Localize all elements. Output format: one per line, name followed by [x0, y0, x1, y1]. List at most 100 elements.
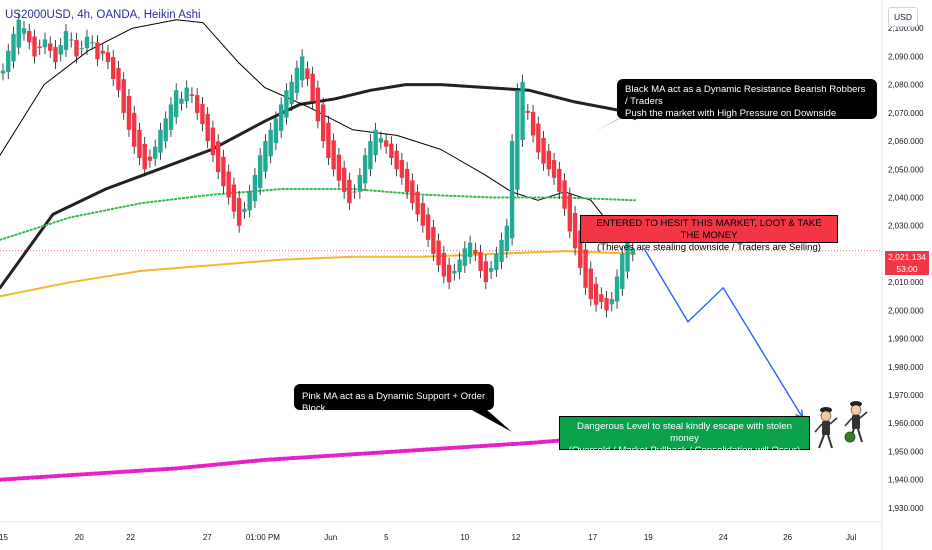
thief-hat — [820, 407, 832, 413]
bear-candle — [483, 261, 489, 283]
bear-candle — [473, 249, 478, 254]
last-price-value: 2,021.134 — [888, 252, 926, 262]
bear-candle — [425, 214, 431, 240]
thief-leg — [857, 428, 863, 443]
bear-candle — [410, 180, 415, 204]
bear-candle — [32, 36, 37, 57]
x-tick-label: 01:00 PM — [246, 533, 281, 542]
bear-candle — [567, 194, 573, 232]
thief-arm — [814, 423, 823, 433]
bear-candle — [604, 298, 609, 311]
bear-candle — [420, 203, 426, 226]
thief-hat — [850, 401, 862, 407]
x-tick-label: 10 — [460, 533, 469, 542]
x-tick-label: Jun — [324, 533, 337, 542]
bear-candle — [525, 110, 531, 113]
y-tick-label: 1,960.000 — [888, 419, 924, 428]
bear-candle — [200, 104, 205, 125]
bear-candle — [352, 191, 357, 193]
bear-candle — [53, 47, 58, 63]
bear-candle — [221, 156, 226, 187]
y-tick-label: 2,040.000 — [888, 194, 924, 203]
thief-figure-right — [844, 401, 868, 443]
bear-candle — [194, 95, 200, 113]
x-tick-label: 5 — [384, 533, 389, 542]
bull-candle — [515, 90, 520, 190]
bear-candle — [530, 111, 536, 136]
bull-candle — [268, 129, 273, 157]
bull-candle — [21, 28, 27, 34]
bear-candle — [331, 140, 336, 170]
x-tick-label: 17 — [588, 533, 597, 542]
bull-candle — [609, 299, 614, 305]
bear-candle — [399, 160, 405, 178]
thief-arm — [829, 417, 838, 425]
y-tick-label: 2,000.000 — [888, 306, 924, 315]
y-tick-label: 1,950.000 — [888, 447, 924, 456]
bull-candle — [152, 146, 158, 159]
target-note-line1: Dangerous Level to steal kindly escape w… — [577, 421, 792, 444]
bull-candle — [184, 87, 189, 102]
bull-candle — [368, 141, 373, 170]
bull-candle — [242, 208, 247, 212]
bear-candle — [562, 180, 567, 209]
projection-path — [470, 112, 804, 432]
y-tick-label: 1,930.000 — [888, 504, 924, 513]
bear-candle — [441, 252, 447, 277]
entry-note-line2: (Thieves are stealing downside / Traders… — [597, 242, 821, 253]
bull-candle — [16, 19, 21, 48]
bear-candle — [347, 179, 352, 204]
bear-candle — [205, 114, 210, 142]
thief-arm — [859, 411, 868, 419]
bear-candle — [541, 138, 546, 164]
bear-candle — [446, 264, 452, 283]
y-tick-label: 2,080.000 — [888, 81, 924, 90]
pink-ma-line — [0, 435, 602, 482]
y-tick-label: 2,100.000 — [888, 24, 924, 33]
bull-candle — [630, 248, 635, 255]
target-note-line2: (Oversold / Market Pullback / Consolidat… — [568, 445, 801, 456]
bull-candle — [252, 174, 258, 202]
bear-candle — [37, 46, 42, 48]
bull-candle — [494, 253, 499, 270]
y-tick-label: 2,010.000 — [888, 278, 924, 287]
black-ma-note-line2: Push the market with High Pressure on Do… — [625, 108, 837, 119]
symbol-title[interactable]: US2000USD, 4h, OANDA, Heikin Ashi — [5, 9, 201, 21]
bear-candle — [147, 156, 153, 161]
bull-candle — [357, 174, 363, 192]
y-tick-label: 2,070.000 — [888, 109, 924, 118]
bull-candle — [168, 104, 174, 130]
heikin-ashi-candles — [0, 12, 635, 318]
thieves-illustration — [814, 401, 868, 449]
currency-button[interactable]: USD — [888, 7, 918, 27]
bear-candle — [431, 227, 436, 254]
bear-candle — [404, 168, 410, 192]
bull-candle — [625, 237, 630, 272]
bear-candle — [231, 184, 237, 212]
bull-candle — [284, 90, 289, 118]
bull-candle — [6, 50, 11, 72]
bull-candle — [11, 33, 16, 62]
pink-note-tail — [470, 409, 512, 432]
x-tick-label: 24 — [719, 533, 728, 542]
x-tick-label: 26 — [783, 533, 792, 542]
bear-candle — [116, 68, 121, 91]
y-tick-label: 1,940.000 — [888, 476, 924, 485]
bear-candle — [394, 150, 399, 170]
x-tick-label: 12 — [512, 533, 521, 542]
bear-candle — [121, 79, 126, 113]
bull-candle — [278, 104, 284, 131]
moving-averages — [0, 19, 637, 482]
bear-candle — [336, 154, 342, 181]
bear-candle — [27, 30, 32, 43]
bull-candle — [158, 129, 163, 153]
thief-figure-left — [814, 407, 838, 449]
bull-candle — [462, 248, 468, 266]
x-tick-label: 27 — [203, 533, 212, 542]
bear-candle — [478, 251, 483, 271]
bull-candle — [452, 270, 457, 274]
bear-candle — [132, 112, 137, 147]
x-tick-label: 15 — [0, 533, 9, 542]
